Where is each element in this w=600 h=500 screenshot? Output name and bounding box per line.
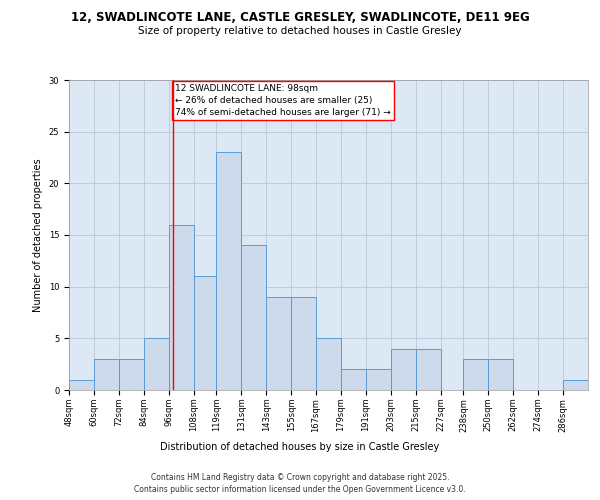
Bar: [291, 297, 316, 390]
Bar: [366, 370, 391, 390]
Bar: [563, 380, 588, 390]
Text: 12, SWADLINCOTE LANE, CASTLE GRESLEY, SWADLINCOTE, DE11 9EG: 12, SWADLINCOTE LANE, CASTLE GRESLEY, SW…: [71, 11, 529, 24]
Bar: [266, 297, 291, 390]
Text: 12 SWADLINCOTE LANE: 98sqm
← 26% of detached houses are smaller (25)
74% of semi: 12 SWADLINCOTE LANE: 98sqm ← 26% of deta…: [175, 84, 391, 116]
Text: Contains public sector information licensed under the Open Government Licence v3: Contains public sector information licen…: [134, 485, 466, 494]
Bar: [217, 152, 241, 390]
Bar: [391, 348, 416, 390]
Bar: [488, 359, 513, 390]
Bar: [94, 359, 119, 390]
Bar: [144, 338, 169, 390]
Bar: [119, 359, 144, 390]
Bar: [241, 246, 266, 390]
Y-axis label: Number of detached properties: Number of detached properties: [33, 158, 43, 312]
Bar: [416, 348, 440, 390]
Bar: [341, 370, 366, 390]
Bar: [463, 359, 488, 390]
Text: Contains HM Land Registry data © Crown copyright and database right 2025.: Contains HM Land Registry data © Crown c…: [151, 472, 449, 482]
Bar: [194, 276, 217, 390]
Bar: [69, 380, 94, 390]
Bar: [169, 224, 194, 390]
Text: Size of property relative to detached houses in Castle Gresley: Size of property relative to detached ho…: [138, 26, 462, 36]
Text: Distribution of detached houses by size in Castle Gresley: Distribution of detached houses by size …: [160, 442, 440, 452]
Bar: [316, 338, 341, 390]
